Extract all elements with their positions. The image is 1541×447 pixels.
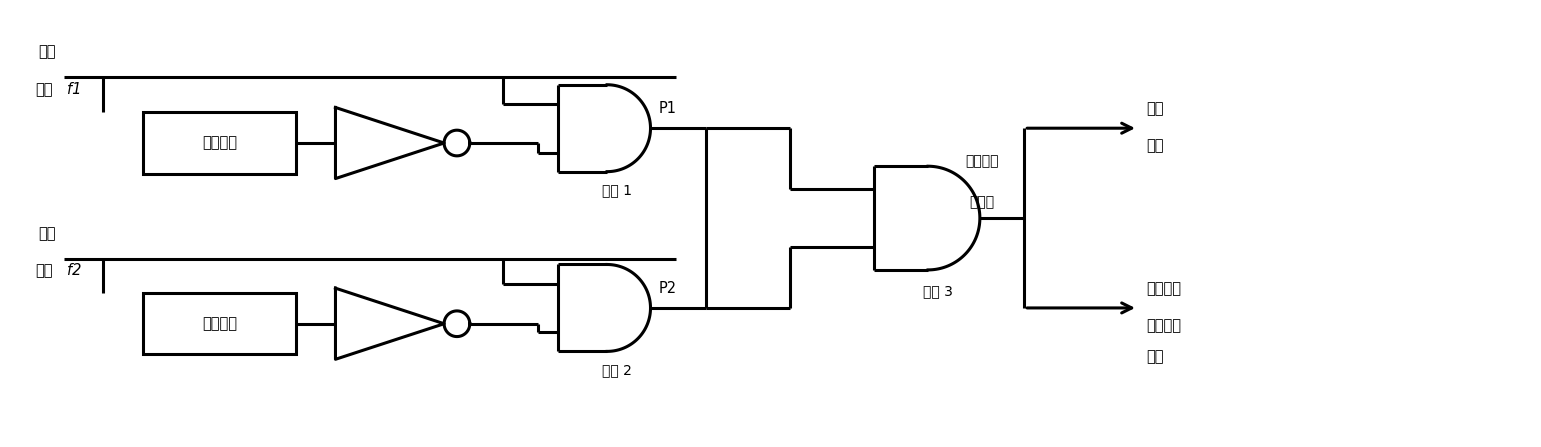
Text: P2: P2 (658, 281, 676, 296)
Text: P1: P1 (658, 101, 676, 116)
Text: 修正: 修正 (1147, 350, 1163, 364)
Text: 可调延时: 可调延时 (202, 316, 237, 331)
Text: 检测偏差: 检测偏差 (1147, 318, 1180, 333)
Text: 可调延时: 可调延时 (202, 135, 237, 151)
Text: 相位重合: 相位重合 (1147, 281, 1180, 296)
Text: 与门 2: 与门 2 (603, 363, 632, 377)
Text: 相位重合: 相位重合 (966, 155, 999, 169)
Text: 与门 3: 与门 3 (923, 284, 952, 298)
Text: 信号: 信号 (35, 263, 52, 278)
Text: 脉冲群: 脉冲群 (969, 195, 995, 209)
Text: 门时: 门时 (1147, 138, 1163, 153)
Text: 输入: 输入 (39, 44, 55, 59)
Text: 输入: 输入 (39, 226, 55, 241)
Text: f2: f2 (66, 263, 82, 278)
Text: 产生: 产生 (1147, 101, 1163, 116)
Text: 信号: 信号 (35, 82, 52, 97)
Text: f1: f1 (66, 82, 82, 97)
Text: 与门 1: 与门 1 (603, 184, 632, 198)
Bar (143, 293, 296, 354)
Bar (143, 112, 296, 173)
